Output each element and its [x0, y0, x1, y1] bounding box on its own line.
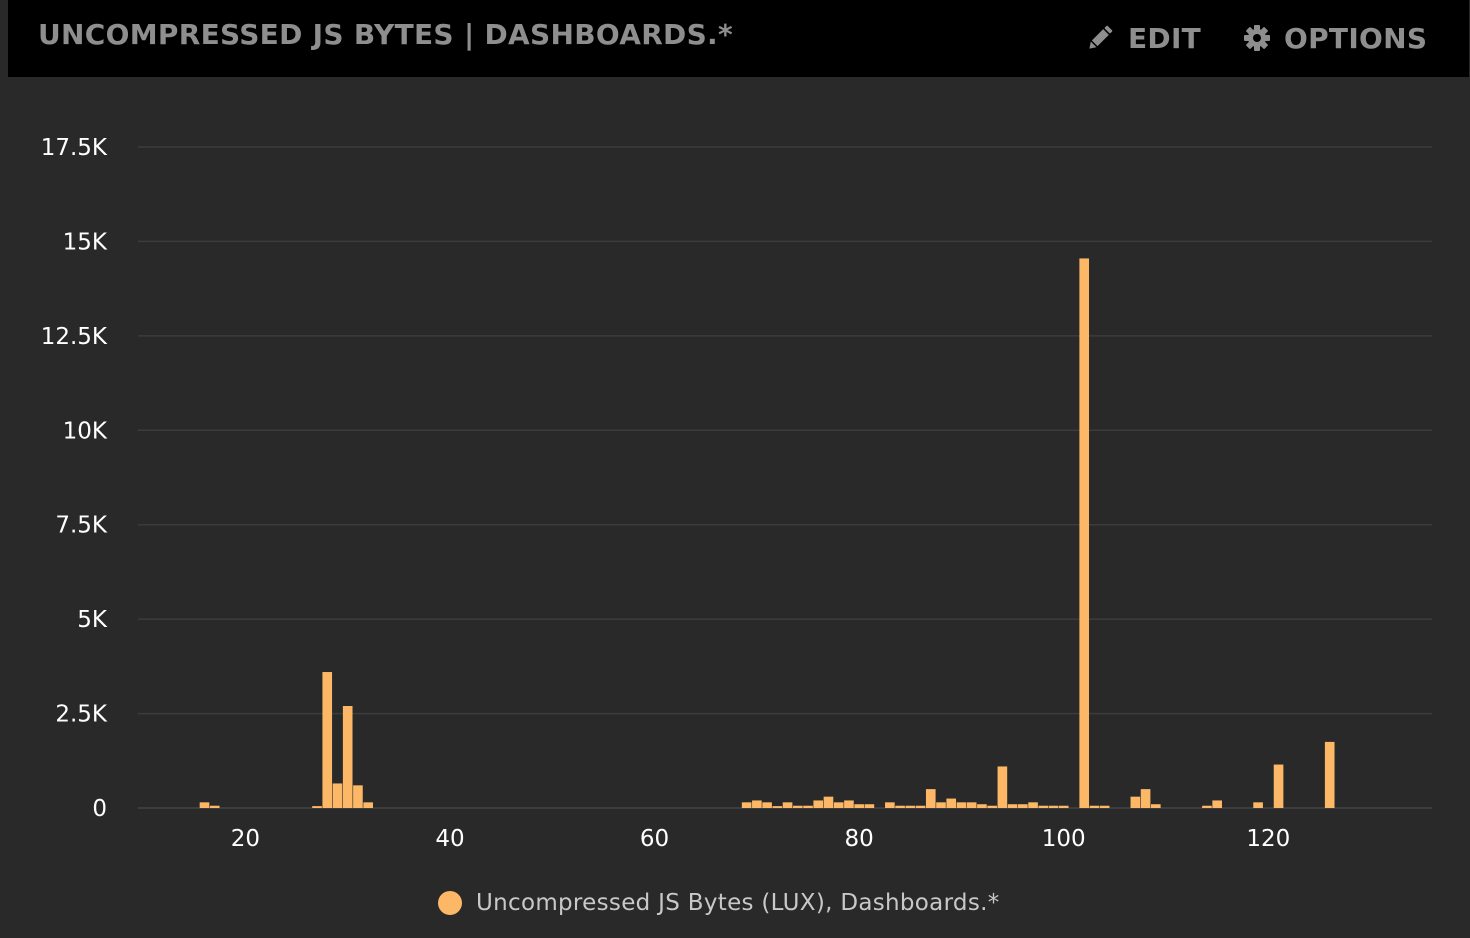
x-tick-label: 100	[1042, 826, 1086, 852]
bar	[803, 805, 813, 808]
bar	[1079, 258, 1090, 808]
bar	[1202, 805, 1212, 808]
bar	[1018, 804, 1028, 808]
bar	[353, 785, 363, 808]
bar	[1058, 805, 1069, 808]
bar	[987, 805, 997, 808]
chart-title: UNCOMPRESSED JS BYTES | DASHBOARDS.*	[38, 18, 733, 51]
y-tick-label: 2.5K	[55, 702, 108, 728]
bar	[209, 805, 220, 808]
options-label: OPTIONS	[1284, 21, 1428, 55]
bar	[752, 800, 762, 808]
y-tick-label: 10K	[63, 418, 108, 444]
bar	[1273, 764, 1284, 808]
bar	[1150, 804, 1161, 808]
bar	[915, 805, 926, 808]
legend-marker	[438, 891, 462, 915]
bar	[977, 804, 987, 808]
bar	[956, 802, 967, 808]
y-tick-label: 17.5K	[41, 135, 108, 161]
bar	[1048, 805, 1059, 808]
bar	[312, 806, 322, 808]
bar	[966, 802, 977, 808]
bar	[1212, 800, 1223, 808]
bar	[342, 706, 353, 808]
bar	[1089, 805, 1100, 808]
bar	[772, 806, 783, 808]
edit-button[interactable]: EDIT	[1084, 18, 1201, 58]
bar	[782, 802, 793, 808]
bar	[844, 800, 854, 808]
bar	[905, 805, 916, 808]
bar	[363, 802, 373, 808]
edit-label: EDIT	[1128, 21, 1202, 55]
bar	[1038, 805, 1049, 808]
bar	[854, 804, 864, 808]
bar	[1324, 741, 1335, 808]
bar	[1028, 802, 1038, 808]
bar	[885, 802, 895, 808]
pencil-icon	[1084, 22, 1116, 54]
bar	[762, 802, 772, 808]
bar	[997, 766, 1008, 808]
bar	[936, 802, 946, 808]
x-tick-label: 120	[1246, 826, 1290, 852]
gear-icon	[1242, 23, 1272, 53]
x-tick-label: 20	[231, 826, 260, 852]
x-tick-label: 60	[640, 826, 669, 852]
bar	[332, 783, 343, 808]
x-tick-label: 40	[435, 826, 464, 852]
bar	[322, 672, 333, 808]
y-tick-label: 12.5K	[41, 324, 108, 350]
bar	[792, 805, 803, 808]
bar	[199, 802, 210, 808]
chart-legend[interactable]: Uncompressed JS Bytes (LUX), Dashboards.…	[438, 886, 1000, 920]
bar	[833, 802, 844, 808]
bar	[1099, 805, 1110, 808]
bar	[1130, 796, 1141, 808]
bar	[895, 805, 905, 808]
bar	[1253, 802, 1263, 808]
bar	[925, 789, 936, 808]
y-tick-label: 7.5K	[55, 513, 108, 539]
legend-label: Uncompressed JS Bytes (LUX), Dashboards.…	[476, 890, 1000, 916]
chart-header: UNCOMPRESSED JS BYTES | DASHBOARDS.* EDI…	[8, 0, 1469, 77]
y-tick-label: 15K	[63, 229, 108, 255]
options-button[interactable]: OPTIONS	[1242, 18, 1427, 58]
bar	[1140, 789, 1151, 808]
bar	[823, 796, 834, 808]
y-tick-label: 0	[92, 796, 107, 822]
bar	[813, 800, 824, 808]
bar	[946, 798, 957, 808]
bar	[1007, 804, 1018, 808]
x-tick-label: 80	[845, 826, 874, 852]
y-tick-label: 5K	[77, 607, 108, 633]
bar	[741, 802, 752, 808]
bar	[864, 804, 875, 808]
